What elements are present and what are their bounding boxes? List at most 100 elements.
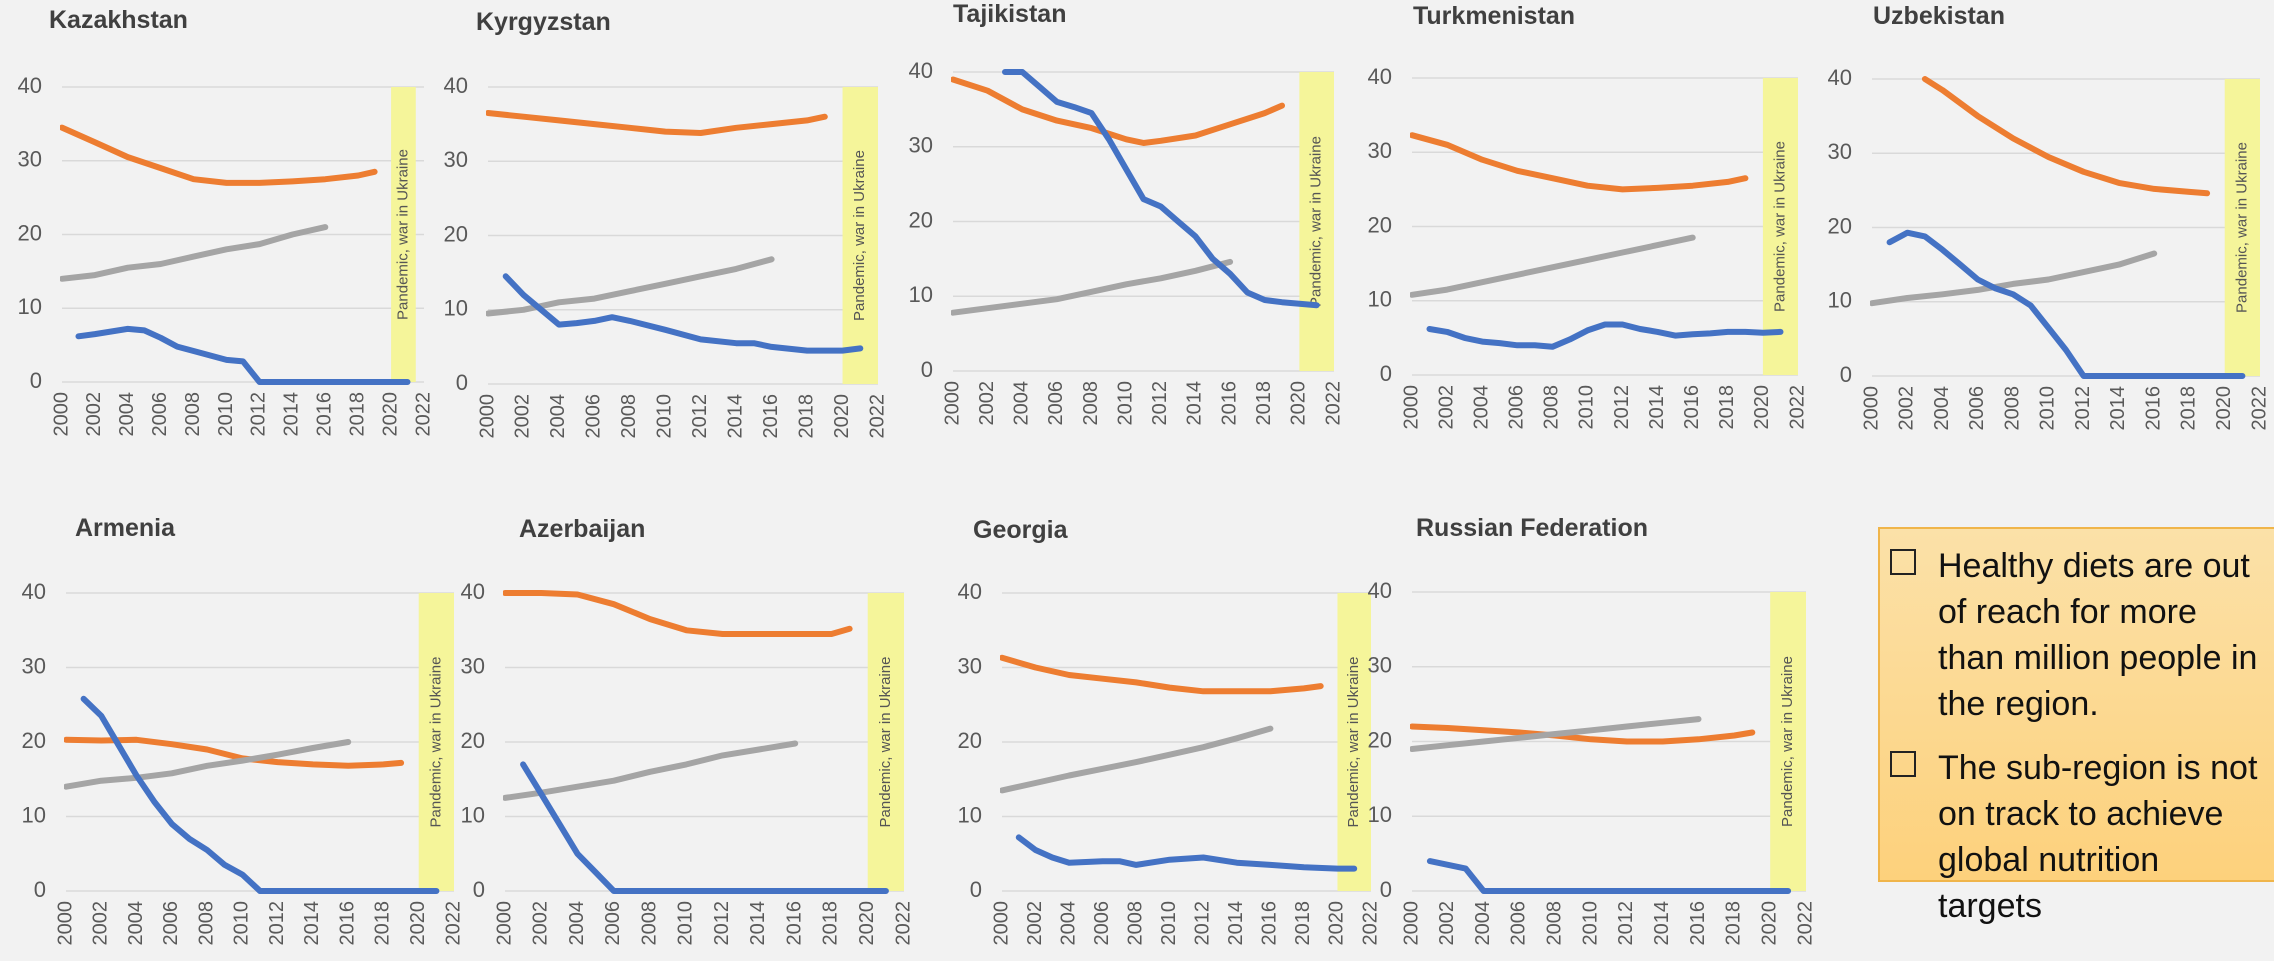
x-tick-label: 2002	[1436, 901, 1458, 946]
info-box: Healthy diets are out of reach for more …	[1878, 527, 2274, 925]
x-tick-label: 2004	[1931, 386, 1953, 431]
info-text: Healthy diets are out of reach for more …	[1938, 547, 2258, 723]
x-tick-label: 2016	[760, 394, 782, 439]
chart-georgia: Pandemic, war in Ukraine 0 10 20 30 40 2000 200…	[958, 579, 1382, 946]
x-tick-label: 2006	[602, 901, 624, 946]
x-tick-label: 2004	[125, 901, 147, 946]
x-tick-label: 2022	[1786, 385, 1808, 430]
info-item: Healthy diets are out of reach for more …	[1890, 543, 2274, 727]
band-label: Pandemic, war in Ukraine	[394, 149, 411, 320]
x-tick-label: 2008	[1124, 901, 1146, 946]
x-tick-label: 2018	[795, 394, 817, 439]
x-tick-label: 2008	[1544, 901, 1566, 946]
y-tick-label: 0	[921, 357, 933, 382]
x-tick-label: 2002	[976, 381, 998, 426]
series-line-blue	[1426, 321, 1784, 350]
series-line-blue	[1886, 229, 2246, 379]
x-tick-label: 2020	[1288, 381, 1310, 426]
chart-title: Kyrgyzstan	[476, 8, 611, 36]
chart-azerbaijan: Pandemic, war in Ukraine 0 10 20 30 40 2000 200…	[461, 579, 915, 946]
pandemic-band	[1337, 593, 1371, 891]
chart-kyrgyzstan: Pandemic, war in Ukraine 0 10 20 30 40 2000 200…	[444, 73, 889, 439]
x-tick-label: 2020	[379, 392, 401, 437]
chart-turkmenistan: Pandemic, war in Ukraine 0 10 20 30 40 2000 200…	[1368, 64, 1809, 430]
x-tick-label: 2016	[1681, 385, 1703, 430]
x-tick-label: 2014	[1184, 381, 1206, 426]
chart-title: Georgia	[973, 516, 1068, 544]
x-tick-label: 2014	[301, 901, 323, 946]
series-line-orange	[951, 76, 1285, 146]
series-line-gray	[486, 256, 775, 317]
series-line-gray	[1410, 234, 1696, 298]
y-tick-label: 40	[1368, 578, 1392, 603]
x-tick-label: 2020	[831, 394, 853, 439]
info-text: The sub-region is not on track to achiev…	[1938, 749, 2258, 925]
x-tick-label: 2000	[990, 901, 1012, 946]
series-line-orange	[60, 124, 378, 186]
x-tick-label: 2006	[1508, 901, 1530, 946]
y-tick-label: 30	[1368, 138, 1392, 163]
x-tick-label: 2000	[50, 392, 72, 437]
x-tick-label: 2022	[2248, 386, 2270, 431]
y-tick-label: 20	[461, 728, 485, 753]
series-line-orange	[1410, 723, 1756, 745]
pandemic-band	[1770, 592, 1806, 891]
pandemic-band	[1299, 72, 1334, 371]
band-label: Pandemic, war in Ukraine	[1308, 136, 1325, 307]
y-tick-label: 20	[909, 207, 933, 232]
chart-uzbekistan: Pandemic, war in Ukraine 0 10 20 30 40 2000 200…	[1828, 65, 2271, 431]
series-line-gray	[1410, 716, 1702, 752]
x-tick-label: 2014	[747, 901, 769, 946]
y-tick-label: 0	[34, 877, 46, 902]
y-tick-label: 10	[1368, 287, 1392, 312]
y-tick-label: 20	[1828, 213, 1852, 238]
x-tick-label: 2004	[1470, 385, 1492, 430]
x-tick-label: 2002	[90, 901, 112, 946]
chart-kazakhstan: Pandemic, war in Ukraine 0 10 20 30 40 2000 200…	[18, 73, 435, 437]
y-tick-label: 30	[444, 147, 468, 172]
series-line-orange	[1921, 76, 2211, 197]
x-tick-label: 2010	[1576, 385, 1598, 430]
x-tick-label: 2018	[1253, 381, 1275, 426]
y-tick-label: 0	[1380, 361, 1392, 386]
y-tick-label: 30	[461, 653, 485, 678]
x-tick-label: 2006	[1045, 381, 1067, 426]
series-line-gray	[1870, 250, 2158, 307]
x-tick-label: 2020	[856, 901, 878, 946]
x-tick-label: 2020	[1326, 901, 1348, 946]
band-label: Pandemic, war in Ukraine	[1771, 141, 1788, 312]
x-tick-label: 2018	[1716, 385, 1738, 430]
x-tick-label: 2022	[1322, 381, 1344, 426]
x-tick-label: 2018	[1723, 901, 1745, 946]
x-tick-label: 2014	[1646, 385, 1668, 430]
x-tick-label: 2000	[1860, 386, 1882, 431]
y-tick-label: 40	[18, 73, 42, 98]
x-tick-label: 2018	[346, 392, 368, 437]
series-line-blue	[75, 325, 411, 385]
x-tick-label: 2020	[1751, 385, 1773, 430]
y-tick-label: 10	[444, 296, 468, 321]
series-line-orange	[1000, 654, 1324, 695]
x-tick-label: 2010	[654, 394, 676, 439]
x-tick-label: 2022	[866, 394, 888, 439]
y-tick-label: 40	[1828, 65, 1852, 90]
chart-russian-federation: Pandemic, war in Ukraine 0 10 20 30 40 2000 200…	[1368, 578, 1817, 946]
x-tick-label: 2020	[1758, 901, 1780, 946]
x-tick-label: 2010	[2037, 386, 2059, 431]
x-tick-label: 2002	[1024, 901, 1046, 946]
x-tick-label: 2006	[1506, 385, 1528, 430]
x-tick-label: 2018	[372, 901, 394, 946]
x-tick-label: 2010	[1579, 901, 1601, 946]
x-tick-label: 2020	[2213, 386, 2235, 431]
y-tick-label: 0	[1380, 877, 1392, 902]
y-tick-label: 20	[444, 221, 468, 246]
x-tick-label: 2016	[1218, 381, 1240, 426]
series-line-gray	[951, 258, 1234, 316]
x-tick-label: 2018	[820, 901, 842, 946]
series-line-gray	[503, 740, 799, 801]
pandemic-band	[391, 87, 416, 382]
chart-title: Uzbekistan	[1873, 2, 2005, 30]
chart-title: Russian Federation	[1416, 514, 1648, 542]
series-line-blue	[1002, 69, 1320, 309]
y-tick-label: 20	[18, 220, 42, 245]
